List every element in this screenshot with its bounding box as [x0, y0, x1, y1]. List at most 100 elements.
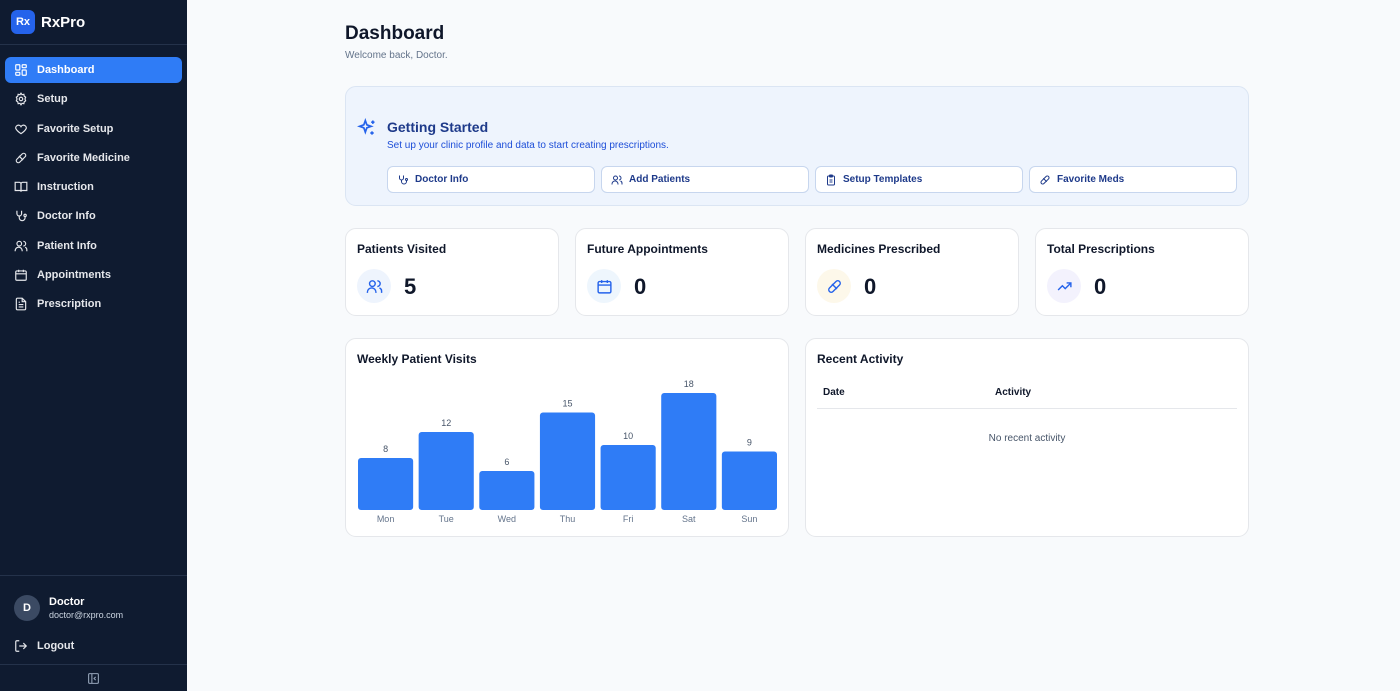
- column-header-activity: Activity: [995, 387, 1032, 398]
- sidebar-footer: D Doctor doctor@rxpro.com Logout: [0, 575, 187, 664]
- sidebar-item-dashboard[interactable]: Dashboard: [5, 57, 182, 83]
- data-label: 10: [623, 431, 633, 441]
- calendar-icon: [15, 269, 27, 281]
- getting-started-title: Getting Started: [387, 119, 489, 135]
- clipboard-icon: [827, 174, 835, 185]
- pill-icon: [1040, 174, 1050, 185]
- recent-activity-panel: Recent Activity Date Activity No recent …: [805, 338, 1249, 537]
- bar-thu: [539, 412, 596, 510]
- sidebar-item-label: Patient Info: [37, 239, 97, 252]
- avatar: D: [14, 595, 40, 621]
- brand-name: RxPro: [41, 13, 86, 31]
- sidebar-item-label: Prescription: [37, 298, 102, 311]
- column-header-date: Date: [823, 387, 845, 398]
- stethoscope-icon: [399, 175, 408, 184]
- doctor-info-button-label: Doctor Info: [415, 174, 469, 185]
- stat-label: Future Appointments: [587, 242, 708, 256]
- dashboard-icon: [15, 64, 27, 76]
- users-icon: [366, 279, 382, 293]
- data-label: 8: [383, 444, 388, 454]
- x-tick-label: Thu: [560, 514, 576, 524]
- doctor-info-button[interactable]: Doctor Info: [387, 166, 595, 193]
- trending-up-icon: [1057, 281, 1072, 291]
- bar-mon: [358, 458, 414, 510]
- stat-card-future-appointments: Future Appointments 0: [575, 228, 789, 316]
- sidebar-item-label: Setup: [37, 93, 68, 106]
- page-subtitle: Welcome back, Doctor.: [345, 50, 448, 61]
- weekly-visits-chart: 8 Mon 12 Tue 6 Wed 15 Thu 10 Fri 18 Sat 9 Sun: [358, 379, 777, 524]
- page-title: Dashboard: [345, 23, 445, 44]
- data-label: 12: [441, 418, 451, 428]
- calendar-icon: [596, 279, 612, 294]
- x-tick-label: Mon: [377, 514, 395, 524]
- getting-started-description: Set up your clinic profile and data to s…: [387, 140, 669, 151]
- stat-icon-wrap: [357, 269, 391, 303]
- stat-label: Total Prescriptions: [1047, 242, 1155, 256]
- add-patients-button[interactable]: Add Patients: [601, 166, 809, 193]
- sidebar-item-label: Favorite Setup: [37, 122, 114, 135]
- stat-card-patients-visited: Patients Visited 5: [345, 228, 559, 316]
- x-tick-label: Tue: [439, 514, 454, 524]
- sidebar-item-label: Instruction: [37, 181, 94, 194]
- brand: Rx RxPro: [0, 0, 187, 45]
- sidebar-item-setup[interactable]: Setup: [5, 86, 182, 112]
- sidebar-item-instruction[interactable]: Instruction: [5, 174, 182, 200]
- x-tick-label: Sun: [741, 514, 757, 524]
- gear-icon: [15, 92, 27, 107]
- stat-value: 0: [864, 274, 877, 299]
- setup-templates-button[interactable]: Setup Templates: [815, 166, 1023, 193]
- data-label: 9: [747, 438, 752, 448]
- sidebar-item-label: Favorite Medicine: [37, 151, 130, 164]
- weekly-visits-panel: Weekly Patient Visits 8 Mon 12 Tue 6 Wed 15 Thu…: [345, 338, 789, 537]
- stat-icon-wrap: [817, 269, 851, 303]
- empty-state-message: No recent activity: [988, 433, 1066, 444]
- stat-card-total-prescriptions: Total Prescriptions 0: [1035, 228, 1249, 316]
- sidebar-item-patient-info[interactable]: Patient Info: [5, 233, 182, 259]
- stat-value: 0: [634, 274, 647, 299]
- users-icon: [611, 175, 623, 184]
- chart-title: Weekly Patient Visits: [357, 352, 477, 366]
- recent-activity-title: Recent Activity: [817, 352, 904, 366]
- sidebar: Rx RxPro Dashboard Setup Favorite Setup …: [0, 0, 187, 691]
- favorite-meds-button[interactable]: Favorite Meds: [1029, 166, 1237, 193]
- pill-icon: [15, 152, 27, 164]
- page-header: Dashboard Welcome back, Doctor.: [345, 23, 448, 61]
- bar-wed: [479, 471, 535, 510]
- sidebar-item-label: Doctor Info: [37, 210, 96, 223]
- stat-label: Patients Visited: [357, 242, 447, 256]
- sidebar-item-prescription[interactable]: Prescription: [5, 291, 182, 317]
- book-icon: [14, 181, 28, 192]
- sidebar-item-appointments[interactable]: Appointments: [5, 262, 182, 288]
- stat-label: Medicines Prescribed: [817, 242, 941, 256]
- logout-label: Logout: [37, 640, 75, 652]
- sidebar-collapse-button[interactable]: [0, 664, 187, 691]
- data-label: 15: [562, 399, 572, 409]
- add-patients-button-label: Add Patients: [629, 174, 691, 185]
- getting-started-card: Getting Started Set up your clinic profi…: [345, 86, 1249, 206]
- sidebar-item-favorite-medicine[interactable]: Favorite Medicine: [5, 145, 182, 171]
- x-tick-label: Sat: [682, 514, 696, 524]
- stethoscope-icon: [16, 211, 27, 222]
- favorite-meds-button-label: Favorite Meds: [1057, 174, 1125, 185]
- heart-icon: [15, 124, 27, 134]
- data-label: 18: [684, 379, 694, 389]
- stat-value: 0: [1094, 274, 1107, 299]
- x-tick-label: Fri: [623, 514, 634, 524]
- sidebar-item-favorite-setup[interactable]: Favorite Setup: [5, 116, 182, 142]
- bar-fri: [600, 445, 656, 510]
- stat-icon-wrap: [1047, 269, 1081, 303]
- sparkles-icon: [357, 118, 375, 135]
- sidebar-item-doctor-info[interactable]: Doctor Info: [5, 203, 182, 229]
- activity-table-header: Date Activity: [817, 379, 1237, 409]
- getting-started-actions: Doctor Info Add Patients Setup Templates…: [387, 166, 1237, 193]
- x-tick-label: Wed: [498, 514, 516, 524]
- stat-card-medicines-prescribed: Medicines Prescribed 0: [805, 228, 1019, 316]
- setup-templates-button-label: Setup Templates: [843, 174, 923, 185]
- sidebar-item-label: Appointments: [37, 269, 111, 282]
- user-info: Doctor doctor@rxpro.com: [49, 596, 123, 620]
- logout-icon: [15, 640, 28, 652]
- users-icon: [14, 240, 28, 252]
- sidebar-collapse-icon: [88, 672, 99, 684]
- logout-button[interactable]: Logout: [0, 628, 187, 664]
- sidebar-item-label: Dashboard: [37, 64, 95, 76]
